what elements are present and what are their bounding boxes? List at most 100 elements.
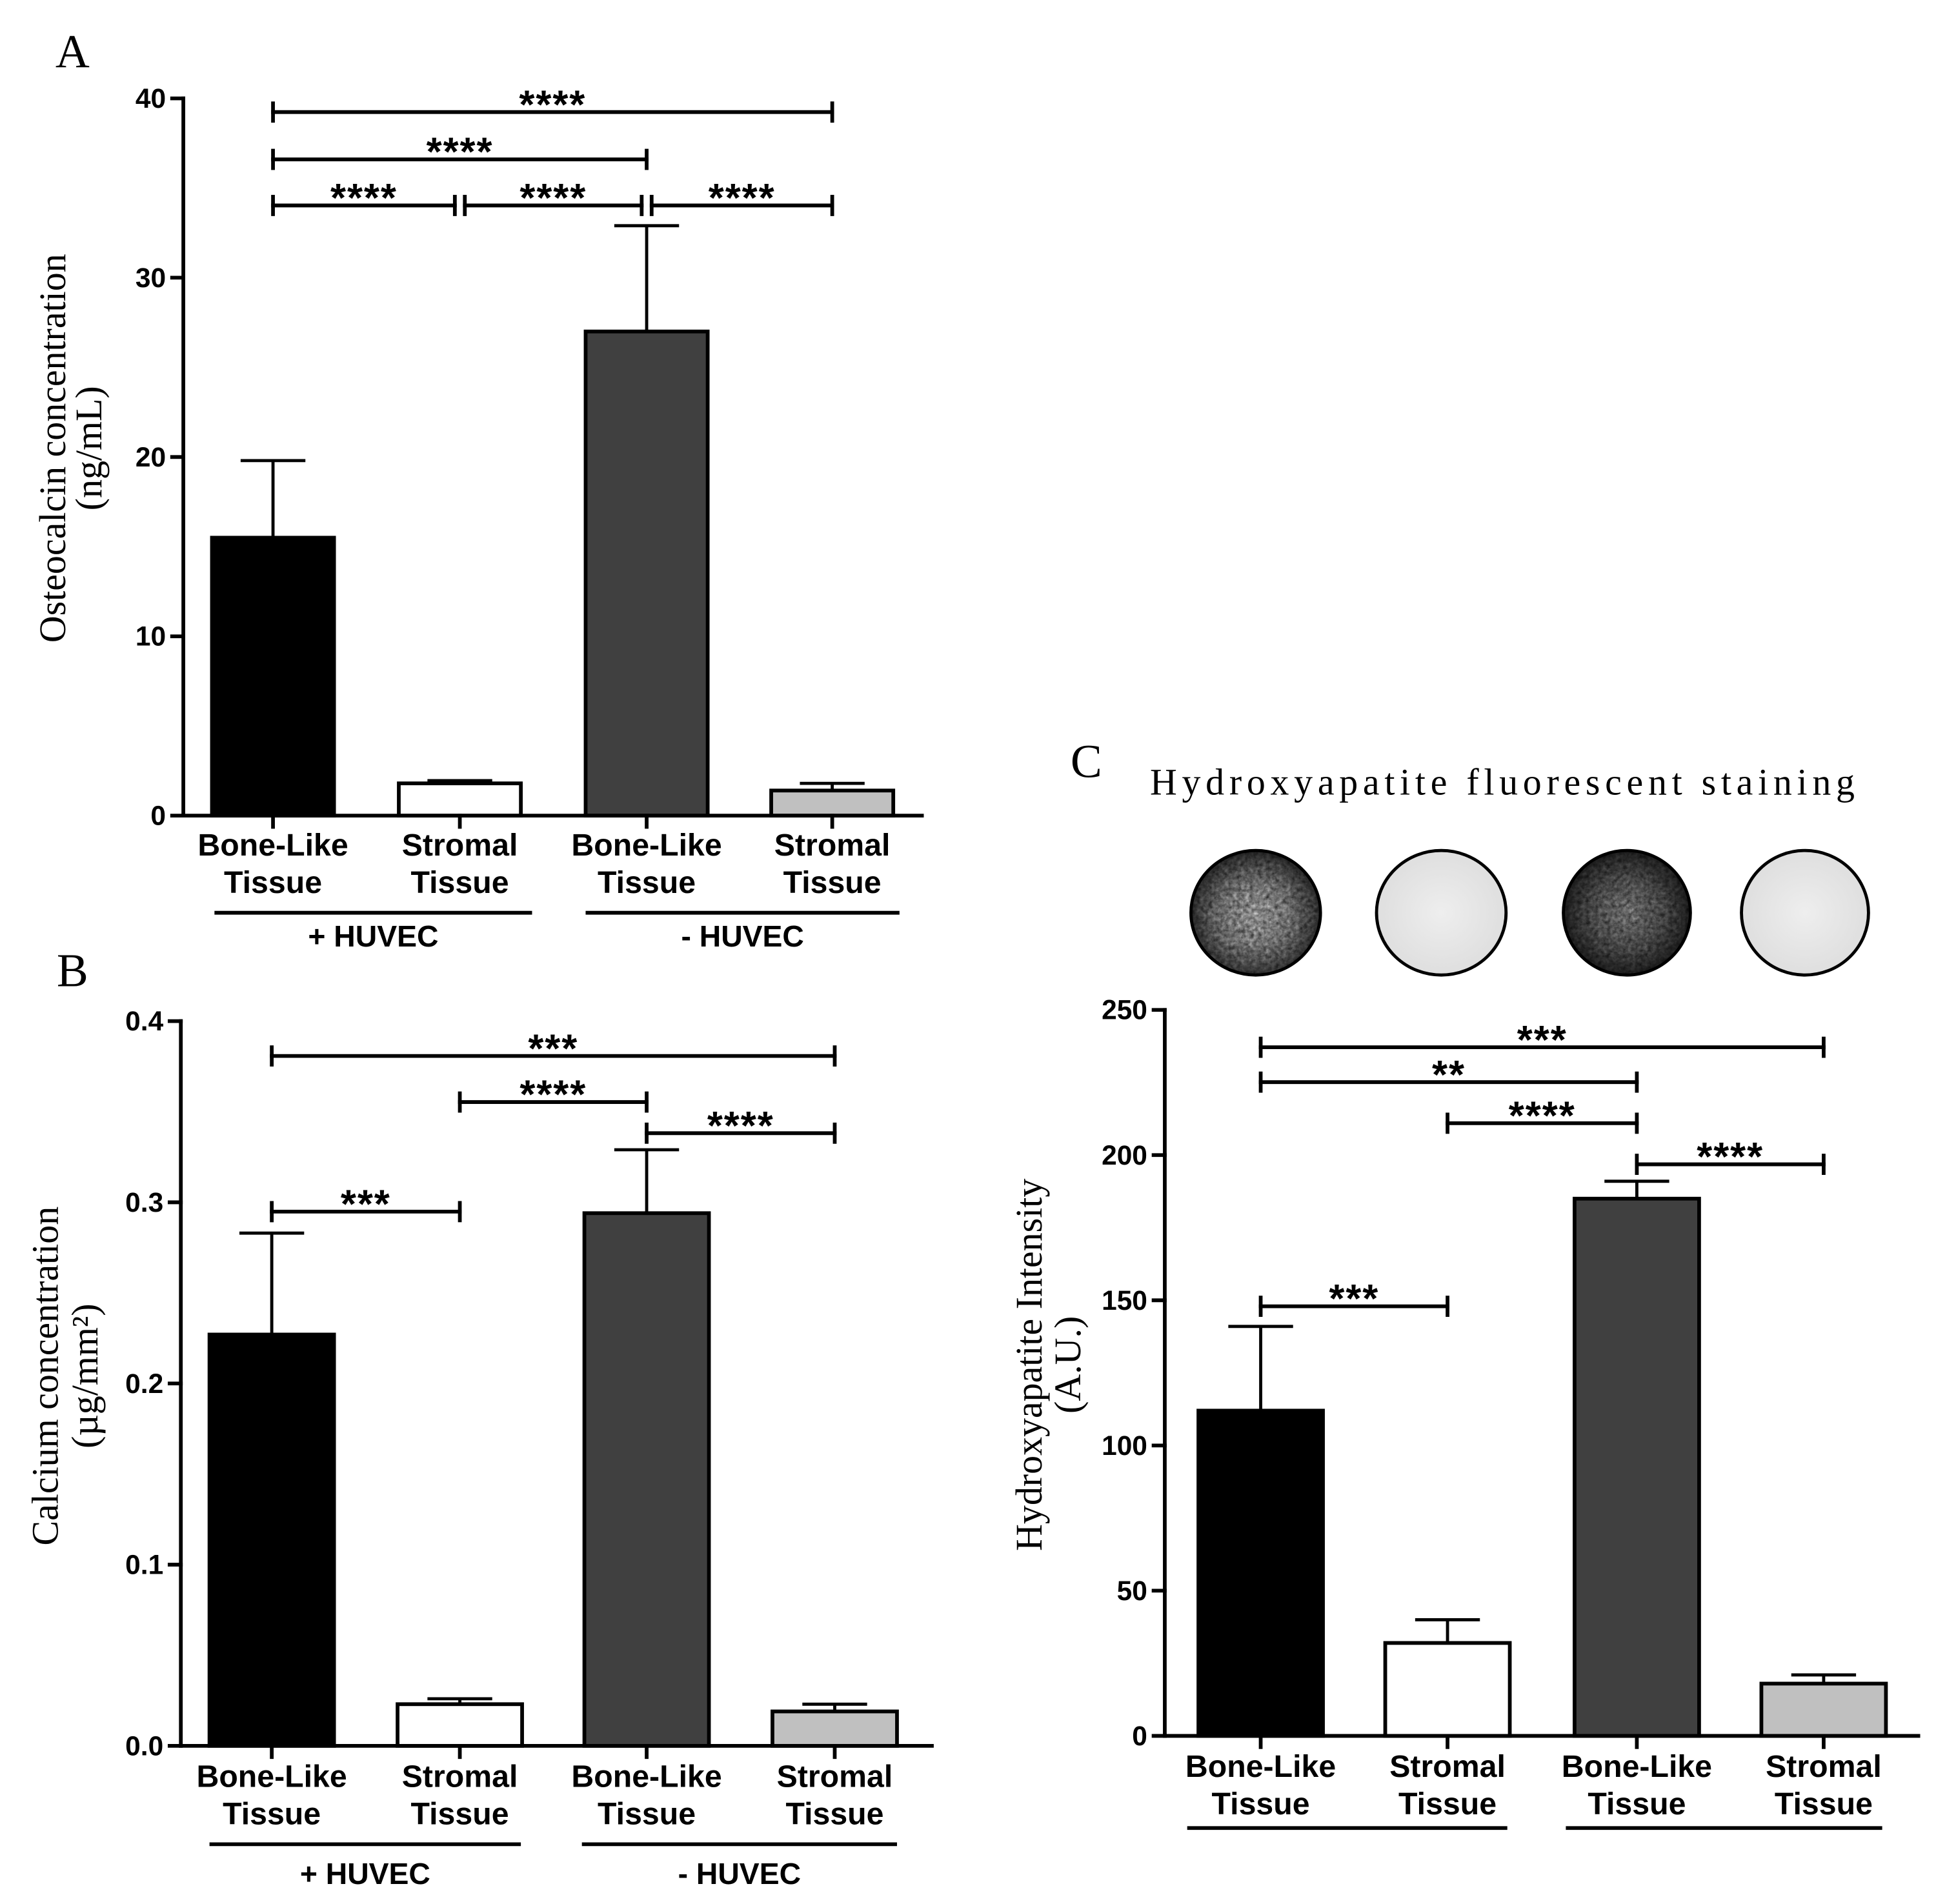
y-tick-label: 0.1 <box>125 1550 163 1580</box>
x-category-label: Tissue <box>1212 1787 1310 1821</box>
bars <box>207 1148 899 1748</box>
x-category-label: Bone-Like <box>1185 1749 1336 1784</box>
x-category-label: Tissue <box>1775 1787 1873 1821</box>
bar <box>210 536 336 818</box>
significance-brackets: ************** <box>270 1027 837 1227</box>
panel-c-title: Hydroxyapatite fluorescent staining <box>1150 761 1860 803</box>
y-tick-label: 100 <box>1102 1430 1147 1461</box>
significance-label: **** <box>1697 1135 1764 1179</box>
y-tick-label: 0 <box>150 801 166 831</box>
axes: 0 10 20 30 40 <box>136 83 924 831</box>
x-category-label: Bone-Like <box>571 1759 721 1794</box>
y-tick-label: 30 <box>136 263 166 293</box>
x-category-label: Stromal <box>1389 1749 1506 1784</box>
staining-image-outline <box>1562 848 1692 977</box>
bar <box>771 1709 899 1748</box>
significance-label: **** <box>519 1073 587 1117</box>
axes: 0 50 100 150 200 250 <box>1102 995 1921 1751</box>
y-axis-title: Calcium concentration <box>24 1207 66 1546</box>
group-label: + HUVEC <box>300 1857 430 1890</box>
bars <box>1196 1179 1888 1738</box>
x-category-label: Tissue <box>1588 1787 1686 1821</box>
significance-bracket: **** <box>645 1104 837 1148</box>
significance-label: **** <box>330 176 398 221</box>
y-axis-title: Hydroxyapatite Intensity <box>1008 1179 1050 1551</box>
x-category-label: Tissue <box>223 1796 321 1831</box>
significance-label: **** <box>427 130 494 175</box>
y-axis-title: (ng/mL) <box>68 386 110 510</box>
y-tick-label: 50 <box>1117 1576 1147 1606</box>
groups: + HUVEC - HUVEC <box>209 1842 897 1890</box>
x-category-label: Bone-Like <box>196 1759 347 1794</box>
staining-image-fill <box>1376 850 1506 976</box>
significance-label: **** <box>519 176 587 221</box>
y-tick-label: 200 <box>1102 1140 1147 1170</box>
significance-brackets: **************** <box>1258 1018 1826 1321</box>
bar <box>582 1211 711 1748</box>
significance-label: *** <box>1517 1018 1568 1063</box>
group-label: + HUVEC <box>308 919 438 953</box>
significance-bracket: **** <box>271 176 457 221</box>
significance-bracket: *** <box>270 1027 837 1071</box>
bar <box>769 788 896 818</box>
significance-brackets: **** **** **** **** **** <box>271 83 834 221</box>
bar <box>397 781 523 818</box>
significance-bracket: *** <box>1258 1277 1449 1321</box>
x-category-labels: Bone-LikeTissueStromalTissueBone-LikeTis… <box>1185 1749 1882 1821</box>
y-tick-label: 40 <box>136 83 166 114</box>
x-category-label: Tissue <box>783 865 882 900</box>
y-tick-label: 10 <box>136 621 166 652</box>
x-category-label: Tissue <box>224 865 322 900</box>
significance-bracket: **** <box>649 176 834 221</box>
bar-charts: 010203040Bone-LikeTissueStromalTissueBon… <box>24 83 1921 1890</box>
significance-bracket: **** <box>271 83 834 127</box>
y-axis-title: (µg/mm²) <box>64 1303 106 1448</box>
y-tick-label: 20 <box>136 442 166 472</box>
significance-bracket: **** <box>271 130 649 175</box>
staining-image-fill <box>1191 850 1321 976</box>
y-tick-label: 0.2 <box>125 1368 163 1399</box>
bar <box>1196 1408 1325 1738</box>
axes: 0.0 0.1 0.2 0.3 0.4 <box>125 1006 934 1761</box>
significance-bracket: **** <box>1635 1135 1826 1179</box>
significance-label: *** <box>341 1183 391 1227</box>
x-category-label: Stromal <box>777 1759 893 1794</box>
y-tick-label: 0.4 <box>125 1006 163 1036</box>
panel-label-a: A <box>55 25 90 77</box>
x-category-label: Bone-Like <box>197 828 348 863</box>
significance-bracket: *** <box>1258 1018 1826 1063</box>
y-tick-label: 0.0 <box>125 1730 163 1761</box>
panel-label-c: C <box>1071 735 1102 787</box>
panel-c-plot: 050100150200250Bone-LikeTissueStromalTis… <box>1008 995 1921 1830</box>
y-axis-title: Osteocalcin concentration <box>32 254 74 643</box>
bar <box>583 329 710 818</box>
staining-images <box>1189 848 1870 977</box>
x-category-label: Tissue <box>598 865 696 900</box>
significance-label: **** <box>1509 1094 1576 1139</box>
staining-image-2 <box>1375 848 1508 977</box>
y-axis-title: (A.U.) <box>1047 1316 1089 1414</box>
y-tick-label: 250 <box>1102 995 1147 1025</box>
bar <box>207 1332 336 1748</box>
staining-image-1 <box>1189 848 1322 977</box>
significance-label: **** <box>709 176 776 221</box>
staining-image-outline <box>1375 848 1508 977</box>
x-category-label: Tissue <box>1398 1787 1497 1821</box>
bar <box>1759 1681 1888 1738</box>
x-category-label: Stromal <box>774 828 891 863</box>
significance-label: ** <box>1432 1053 1466 1097</box>
groups: + HUVEC - HUVEC <box>214 910 900 953</box>
significance-bracket: **** <box>1446 1094 1639 1139</box>
group-label: - HUVEC <box>678 1857 801 1890</box>
staining-image-4 <box>1740 848 1870 977</box>
x-category-label: Stromal <box>402 1759 518 1794</box>
x-category-label: Stromal <box>402 828 518 863</box>
staining-image-fill <box>1563 850 1691 976</box>
x-category-label: Tissue <box>785 1796 883 1831</box>
group-label: - HUVEC <box>681 919 803 953</box>
x-category-labels: Bone-LikeTissueStromalTissueBone-LikeTis… <box>196 1759 892 1832</box>
staining-image-fill <box>1741 850 1869 976</box>
significance-label: *** <box>1329 1277 1379 1321</box>
bar <box>1383 1641 1512 1738</box>
y-tick-label: 0.3 <box>125 1187 163 1218</box>
